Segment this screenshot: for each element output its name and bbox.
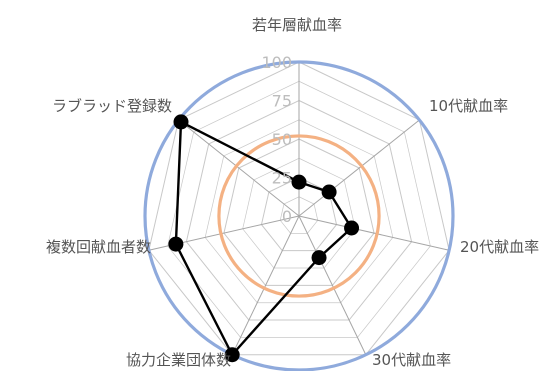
category-label: 20代献血率 [460, 238, 539, 256]
category-label: ラブラッド登録数 [52, 97, 172, 115]
category-label: 30代献血率 [372, 351, 451, 369]
tick-label: 50 [272, 130, 292, 149]
reference-circle [217, 134, 381, 298]
reference-circle [143, 60, 455, 371]
series-point [291, 174, 307, 190]
tick-label: 100 [261, 53, 292, 72]
category-label: 若年層献血率 [252, 16, 342, 34]
series-point [321, 184, 337, 200]
radial-tick-labels: 0 25 50 75 100 [261, 53, 292, 226]
tick-label: 0 [282, 207, 292, 226]
series-point [344, 220, 360, 236]
tick-label: 75 [272, 92, 292, 111]
series-point [173, 114, 189, 130]
radar-grid [148, 61, 450, 356]
axis-spoke [298, 119, 420, 217]
grid-ring [223, 138, 375, 286]
axis-spoke [298, 215, 367, 355]
series-point [168, 236, 184, 252]
series-point [311, 250, 327, 266]
category-labels: 若年層献血率 10代献血率 20代献血率 30代献血率 協力企業団体数 複数回献血者数 ラブ… [46, 16, 539, 369]
grid-ring [204, 119, 394, 304]
grid-ring [167, 80, 431, 338]
grid-ring [148, 61, 450, 356]
series-group [168, 114, 360, 363]
grid-ring [185, 99, 413, 321]
grid-ring [242, 157, 356, 269]
category-label: 協力企業団体数 [126, 351, 231, 369]
category-label: 複数回献血者数 [46, 238, 151, 256]
axis-spoke [231, 215, 300, 355]
reference-circles [143, 60, 455, 371]
grid-ring [279, 196, 319, 234]
axis-spoke [298, 215, 450, 251]
series-point [224, 347, 240, 363]
tick-label: 25 [272, 169, 292, 188]
category-label: 10代献血率 [429, 97, 508, 115]
axis-spoke [178, 119, 300, 217]
